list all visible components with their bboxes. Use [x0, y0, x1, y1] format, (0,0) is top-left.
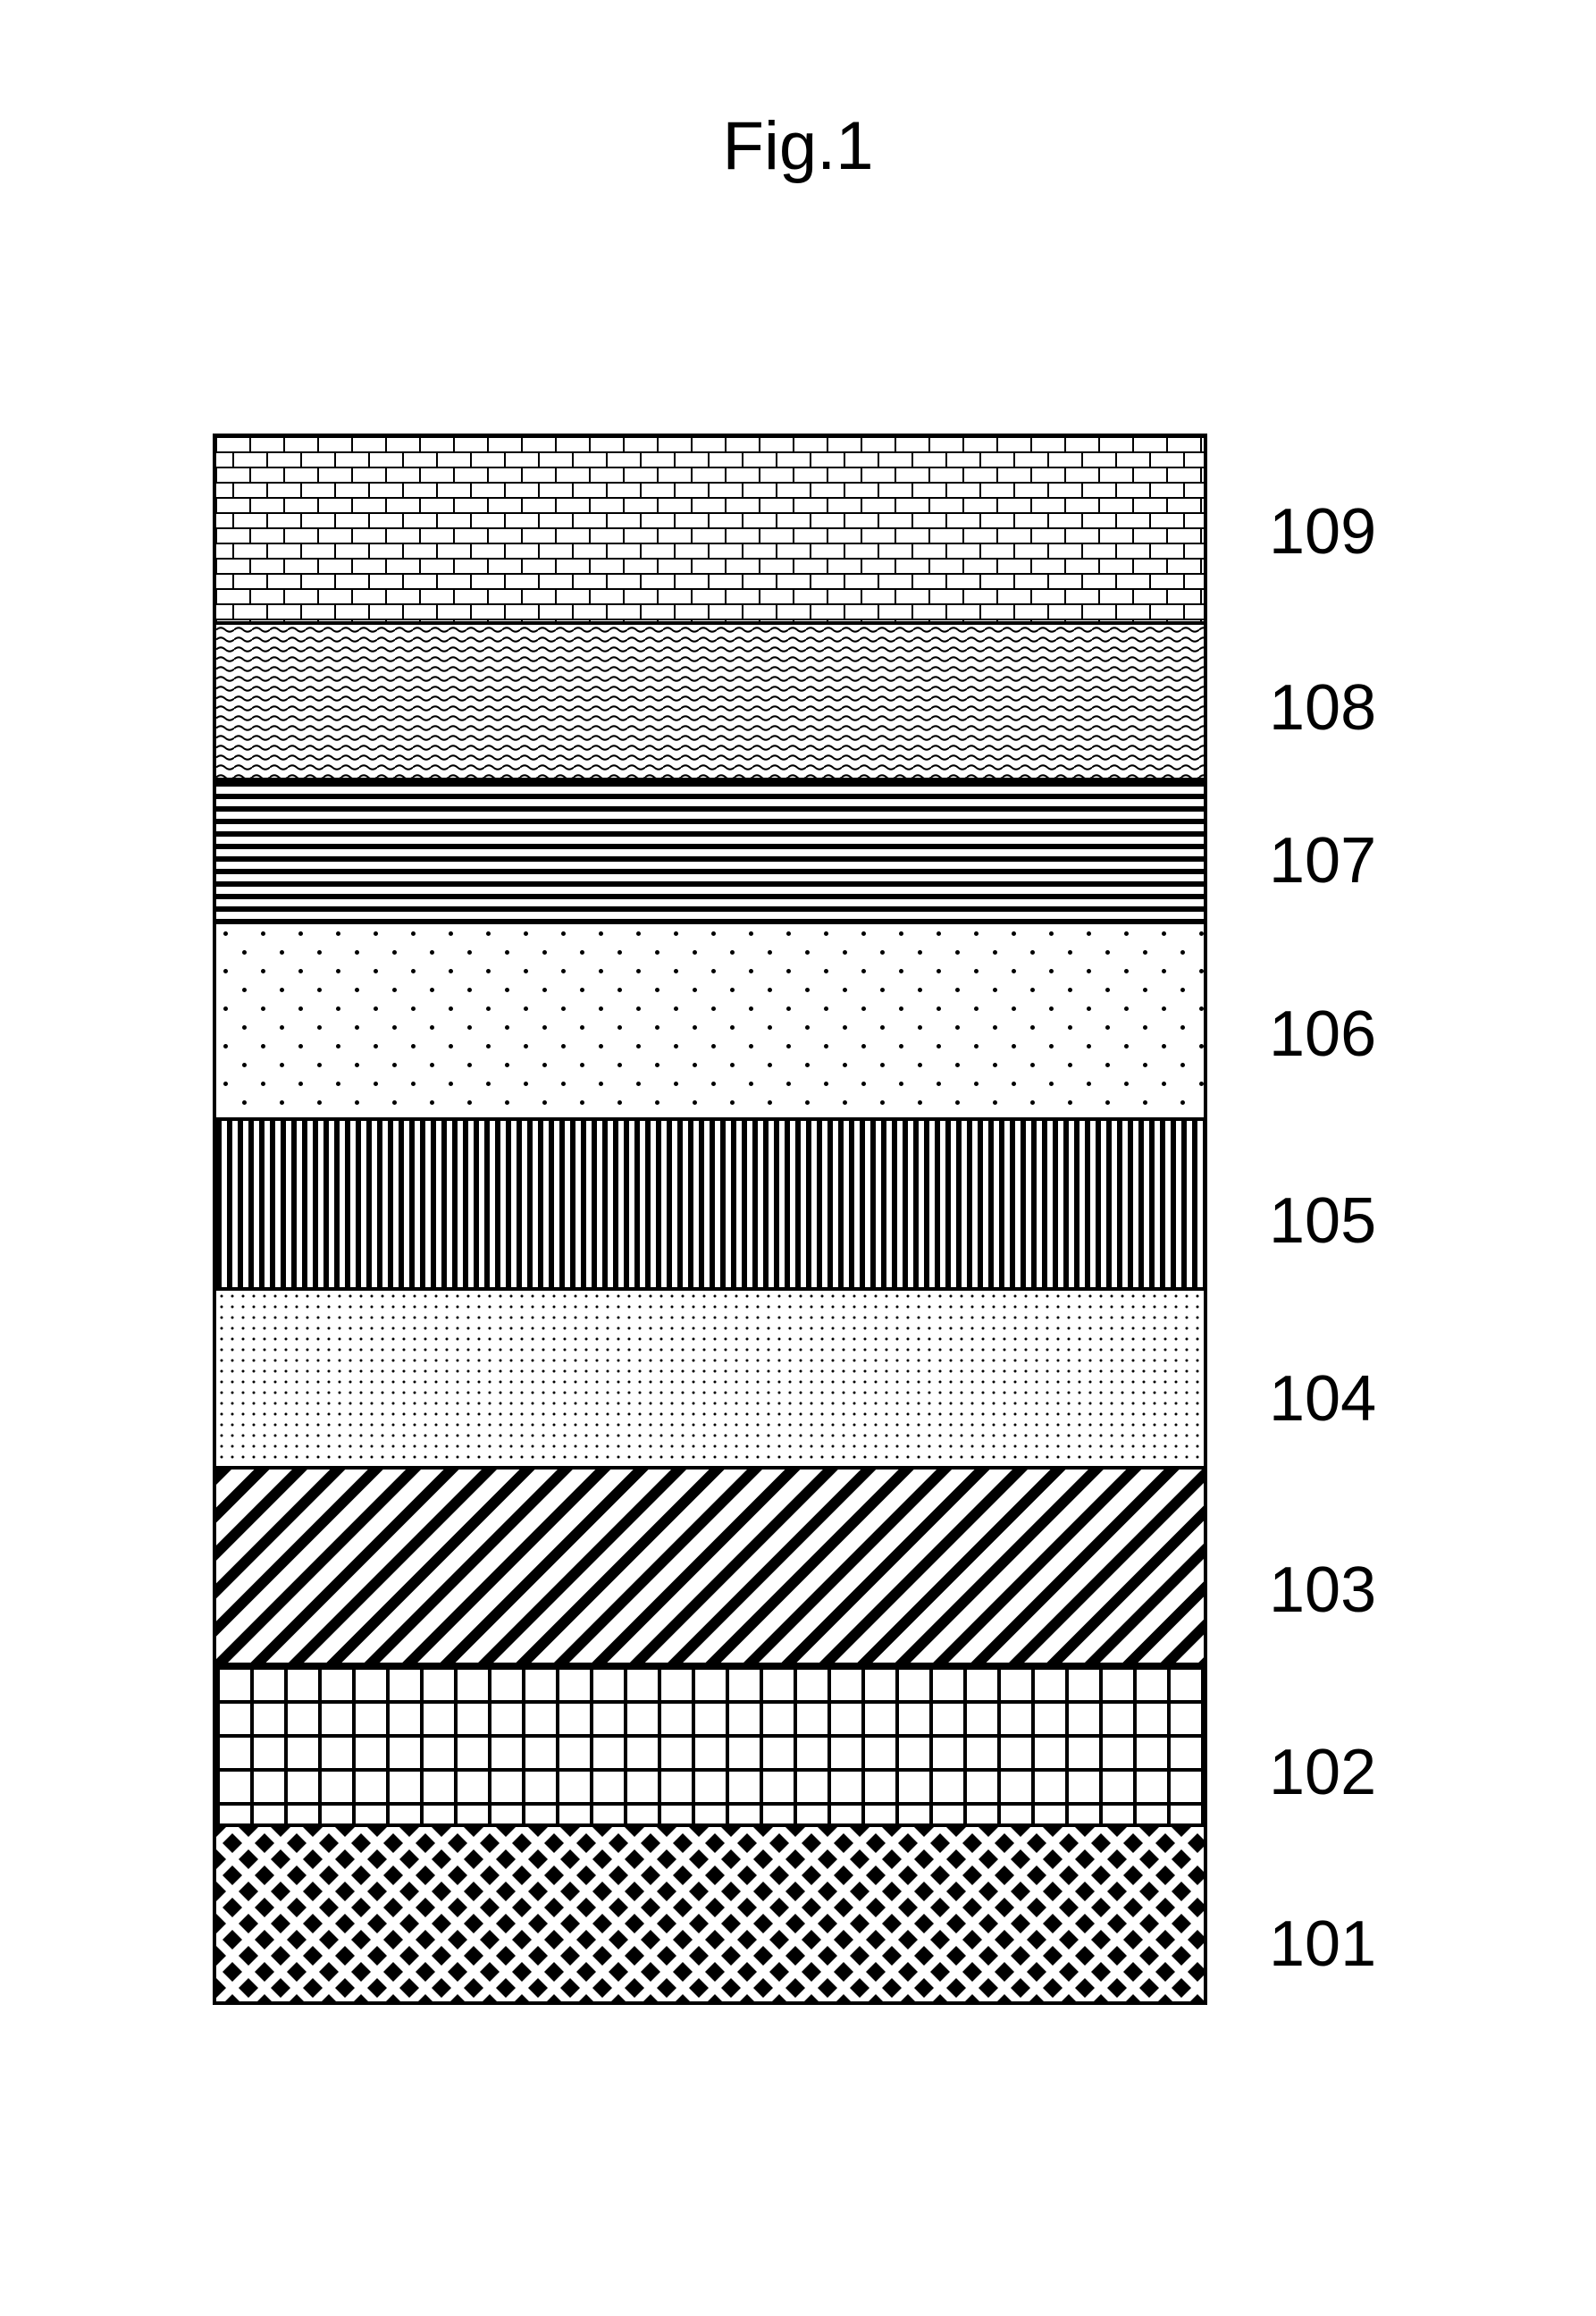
layer-label-106: 106 — [1269, 998, 1376, 1071]
layer-101 — [216, 1827, 1204, 2001]
layer-107 — [216, 781, 1204, 924]
layer-label-103: 103 — [1269, 1554, 1376, 1627]
layer-108 — [216, 625, 1204, 781]
layer-label-109: 109 — [1269, 495, 1376, 568]
layer-label-105: 105 — [1269, 1184, 1376, 1258]
figure-title: Fig.1 — [0, 107, 1596, 185]
layer-label-104: 104 — [1269, 1362, 1376, 1436]
layer-102 — [216, 1666, 1204, 1827]
layer-106 — [216, 924, 1204, 1121]
figure-container: Fig.1 109 108 107 106 105 104 103 102 101 — [0, 0, 1596, 2316]
layer-105 — [216, 1121, 1204, 1291]
layer-103 — [216, 1470, 1204, 1666]
layer-label-108: 108 — [1269, 671, 1376, 745]
layer-label-101: 101 — [1269, 1908, 1376, 1981]
layer-104 — [216, 1291, 1204, 1470]
layer-stack-diagram — [213, 434, 1207, 2005]
layer-label-107: 107 — [1269, 824, 1376, 897]
layer-109 — [216, 437, 1204, 625]
layer-label-102: 102 — [1269, 1736, 1376, 1809]
